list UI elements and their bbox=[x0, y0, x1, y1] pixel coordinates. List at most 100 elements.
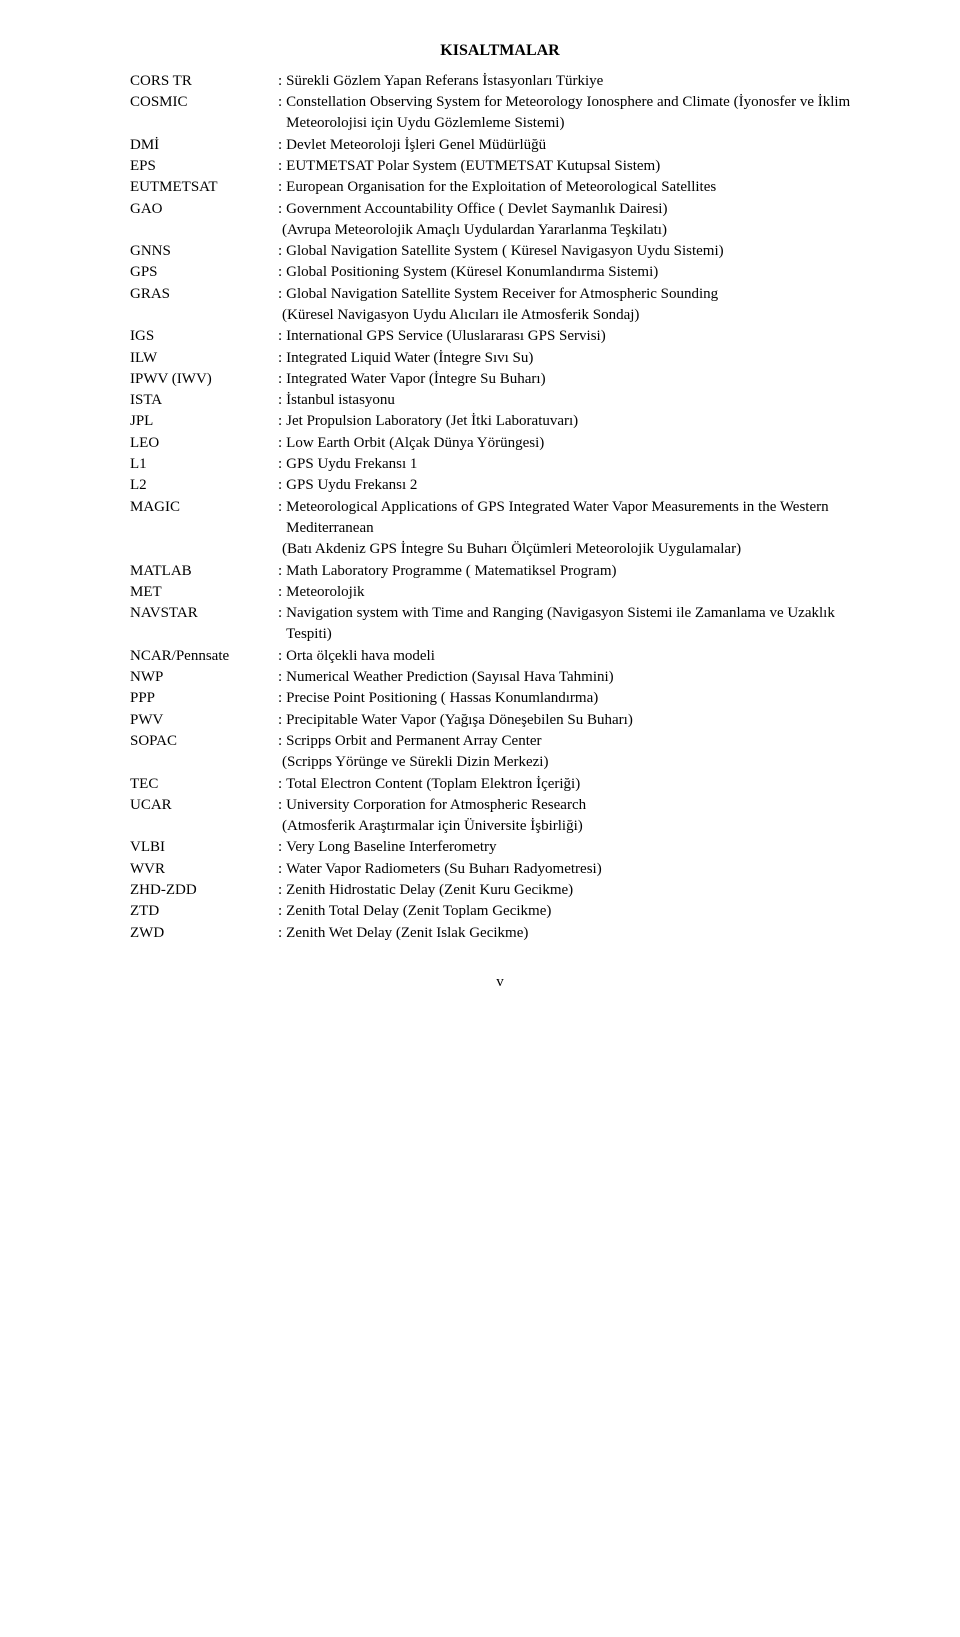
abbr-entry: WVR: Water Vapor Radiometers (Su Buharı … bbox=[130, 859, 870, 880]
abbr-entry: (Küresel Navigasyon Uydu Alıcıları ile A… bbox=[130, 305, 870, 326]
definition-text: Zenith Total Delay (Zenit Toplam Gecikme… bbox=[286, 901, 870, 922]
definition-text: (Avrupa Meteorolojik Amaçlı Uydulardan Y… bbox=[282, 220, 870, 241]
definition-text: Devlet Meteoroloji İşleri Genel Müdürlüğ… bbox=[286, 135, 870, 156]
abbr-term: ISTA bbox=[130, 390, 278, 411]
abbr-term: PPP bbox=[130, 688, 278, 709]
definition-text: International GPS Service (Uluslararası … bbox=[286, 326, 870, 347]
colon-separator: : bbox=[278, 837, 286, 858]
colon-separator: : bbox=[278, 710, 286, 731]
abbr-term: UCAR bbox=[130, 795, 278, 816]
abbr-term: ZTD bbox=[130, 901, 278, 922]
colon-separator: : bbox=[278, 859, 286, 880]
colon-separator: : bbox=[278, 92, 286, 135]
abbr-definition: : GPS Uydu Frekansı 1 bbox=[278, 454, 870, 475]
abbr-entry: EPS: EUTMETSAT Polar System (EUTMETSAT K… bbox=[130, 156, 870, 177]
abbr-definition: : Global Navigation Satellite System Rec… bbox=[278, 284, 870, 305]
abbr-definition: : Zenith Hidrostatic Delay (Zenit Kuru G… bbox=[278, 880, 870, 901]
definition-text: Navigation system with Time and Ranging … bbox=[286, 603, 870, 646]
colon-separator: : bbox=[278, 433, 286, 454]
definition-text: Sürekli Gözlem Yapan Referans İstasyonla… bbox=[286, 71, 870, 92]
abbr-term: GRAS bbox=[130, 284, 278, 305]
colon-separator: : bbox=[278, 923, 286, 944]
abbr-definition: : Sürekli Gözlem Yapan Referans İstasyon… bbox=[278, 71, 870, 92]
definition-text: Orta ölçekli hava modeli bbox=[286, 646, 870, 667]
abbr-term: MET bbox=[130, 582, 278, 603]
definition-text: Meteorolojik bbox=[286, 582, 870, 603]
definition-text: GPS Uydu Frekansı 1 bbox=[286, 454, 870, 475]
colon-separator: : bbox=[278, 369, 286, 390]
abbr-definition: : Precise Point Positioning ( Hassas Kon… bbox=[278, 688, 870, 709]
page-title: KISALTMALAR bbox=[130, 40, 870, 63]
abbr-definition: : Total Electron Content (Toplam Elektro… bbox=[278, 774, 870, 795]
abbr-entry: L2: GPS Uydu Frekansı 2 bbox=[130, 475, 870, 496]
abbr-definition: : Scripps Orbit and Permanent Array Cent… bbox=[278, 731, 870, 752]
abbr-term: L1 bbox=[130, 454, 278, 475]
abbr-entry: LEO: Low Earth Orbit (Alçak Dünya Yörüng… bbox=[130, 433, 870, 454]
definition-text: GPS Uydu Frekansı 2 bbox=[286, 475, 870, 496]
abbr-entry: NAVSTAR: Navigation system with Time and… bbox=[130, 603, 870, 646]
abbr-entry: VLBI: Very Long Baseline Interferometry bbox=[130, 837, 870, 858]
abbr-definition: : Global Positioning System (Küresel Kon… bbox=[278, 262, 870, 283]
abbr-definition: (Avrupa Meteorolojik Amaçlı Uydulardan Y… bbox=[278, 220, 870, 241]
abbr-entry: IGS: International GPS Service (Uluslara… bbox=[130, 326, 870, 347]
page-number: v bbox=[130, 972, 870, 993]
colon-separator: : bbox=[278, 156, 286, 177]
abbr-entry: (Avrupa Meteorolojik Amaçlı Uydulardan Y… bbox=[130, 220, 870, 241]
colon-separator: : bbox=[278, 582, 286, 603]
colon-separator: : bbox=[278, 241, 286, 262]
definition-text: Integrated Liquid Water (İntegre Sıvı Su… bbox=[286, 348, 870, 369]
abbr-term: WVR bbox=[130, 859, 278, 880]
abbr-entry: COSMIC: Constellation Observing System f… bbox=[130, 92, 870, 135]
abbr-term: EPS bbox=[130, 156, 278, 177]
colon-separator: : bbox=[278, 603, 286, 646]
abbr-definition: (Küresel Navigasyon Uydu Alıcıları ile A… bbox=[278, 305, 870, 326]
definition-text: University Corporation for Atmospheric R… bbox=[286, 795, 870, 816]
definition-text: Global Navigation Satellite System ( Kür… bbox=[286, 241, 870, 262]
definition-text: European Organisation for the Exploitati… bbox=[286, 177, 870, 198]
abbr-definition: (Scripps Yörünge ve Sürekli Dizin Merkez… bbox=[278, 752, 870, 773]
abbr-term: LEO bbox=[130, 433, 278, 454]
abbr-definition: : İstanbul istasyonu bbox=[278, 390, 870, 411]
abbr-term: GPS bbox=[130, 262, 278, 283]
abbr-definition: : Constellation Observing System for Met… bbox=[278, 92, 870, 135]
abbr-entry: MAGIC: Meteorological Applications of GP… bbox=[130, 497, 870, 540]
abbr-entry: MATLAB: Math Laboratory Programme ( Mate… bbox=[130, 561, 870, 582]
colon-separator: : bbox=[278, 561, 286, 582]
abbr-term: COSMIC bbox=[130, 92, 278, 113]
abbr-term: NCAR/Pennsate bbox=[130, 646, 278, 667]
definition-text: Zenith Hidrostatic Delay (Zenit Kuru Gec… bbox=[286, 880, 870, 901]
colon-separator: : bbox=[278, 795, 286, 816]
abbr-definition: : Devlet Meteoroloji İşleri Genel Müdürl… bbox=[278, 135, 870, 156]
definition-text: Meteorological Applications of GPS Integ… bbox=[286, 497, 870, 540]
abbr-term: NAVSTAR bbox=[130, 603, 278, 624]
abbr-definition: : European Organisation for the Exploita… bbox=[278, 177, 870, 198]
definition-text: Low Earth Orbit (Alçak Dünya Yörüngesi) bbox=[286, 433, 870, 454]
abbr-entry: TEC: Total Electron Content (Toplam Elek… bbox=[130, 774, 870, 795]
colon-separator: : bbox=[278, 135, 286, 156]
abbr-definition: : Navigation system with Time and Rangin… bbox=[278, 603, 870, 646]
abbr-definition: (Batı Akdeniz GPS İntegre Su Buharı Ölçü… bbox=[278, 539, 870, 560]
colon-separator: : bbox=[278, 326, 286, 347]
abbr-definition: : Government Accountability Office ( Dev… bbox=[278, 199, 870, 220]
definition-text: Math Laboratory Programme ( Matematiksel… bbox=[286, 561, 870, 582]
colon-separator: : bbox=[278, 880, 286, 901]
colon-separator: : bbox=[278, 199, 286, 220]
abbr-definition: : University Corporation for Atmospheric… bbox=[278, 795, 870, 816]
abbr-term: GAO bbox=[130, 199, 278, 220]
colon-separator: : bbox=[278, 454, 286, 475]
abbr-term: IPWV (IWV) bbox=[130, 369, 278, 390]
definition-text: Scripps Orbit and Permanent Array Center bbox=[286, 731, 870, 752]
abbr-term: ZWD bbox=[130, 923, 278, 944]
definition-text: Zenith Wet Delay (Zenit Islak Gecikme) bbox=[286, 923, 870, 944]
abbr-entry: ZTD: Zenith Total Delay (Zenit Toplam Ge… bbox=[130, 901, 870, 922]
abbr-entry: PWV: Precipitable Water Vapor (Yağışa Dö… bbox=[130, 710, 870, 731]
definition-text: Total Electron Content (Toplam Elektron … bbox=[286, 774, 870, 795]
colon-separator: : bbox=[278, 177, 286, 198]
abbr-entry: GAO: Government Accountability Office ( … bbox=[130, 199, 870, 220]
abbr-term: NWP bbox=[130, 667, 278, 688]
abbr-entry: IPWV (IWV): Integrated Water Vapor (İnte… bbox=[130, 369, 870, 390]
definition-text: İstanbul istasyonu bbox=[286, 390, 870, 411]
abbr-term: L2 bbox=[130, 475, 278, 496]
abbr-definition: : Jet Propulsion Laboratory (Jet İtki La… bbox=[278, 411, 870, 432]
abbr-definition: : Very Long Baseline Interferometry bbox=[278, 837, 870, 858]
